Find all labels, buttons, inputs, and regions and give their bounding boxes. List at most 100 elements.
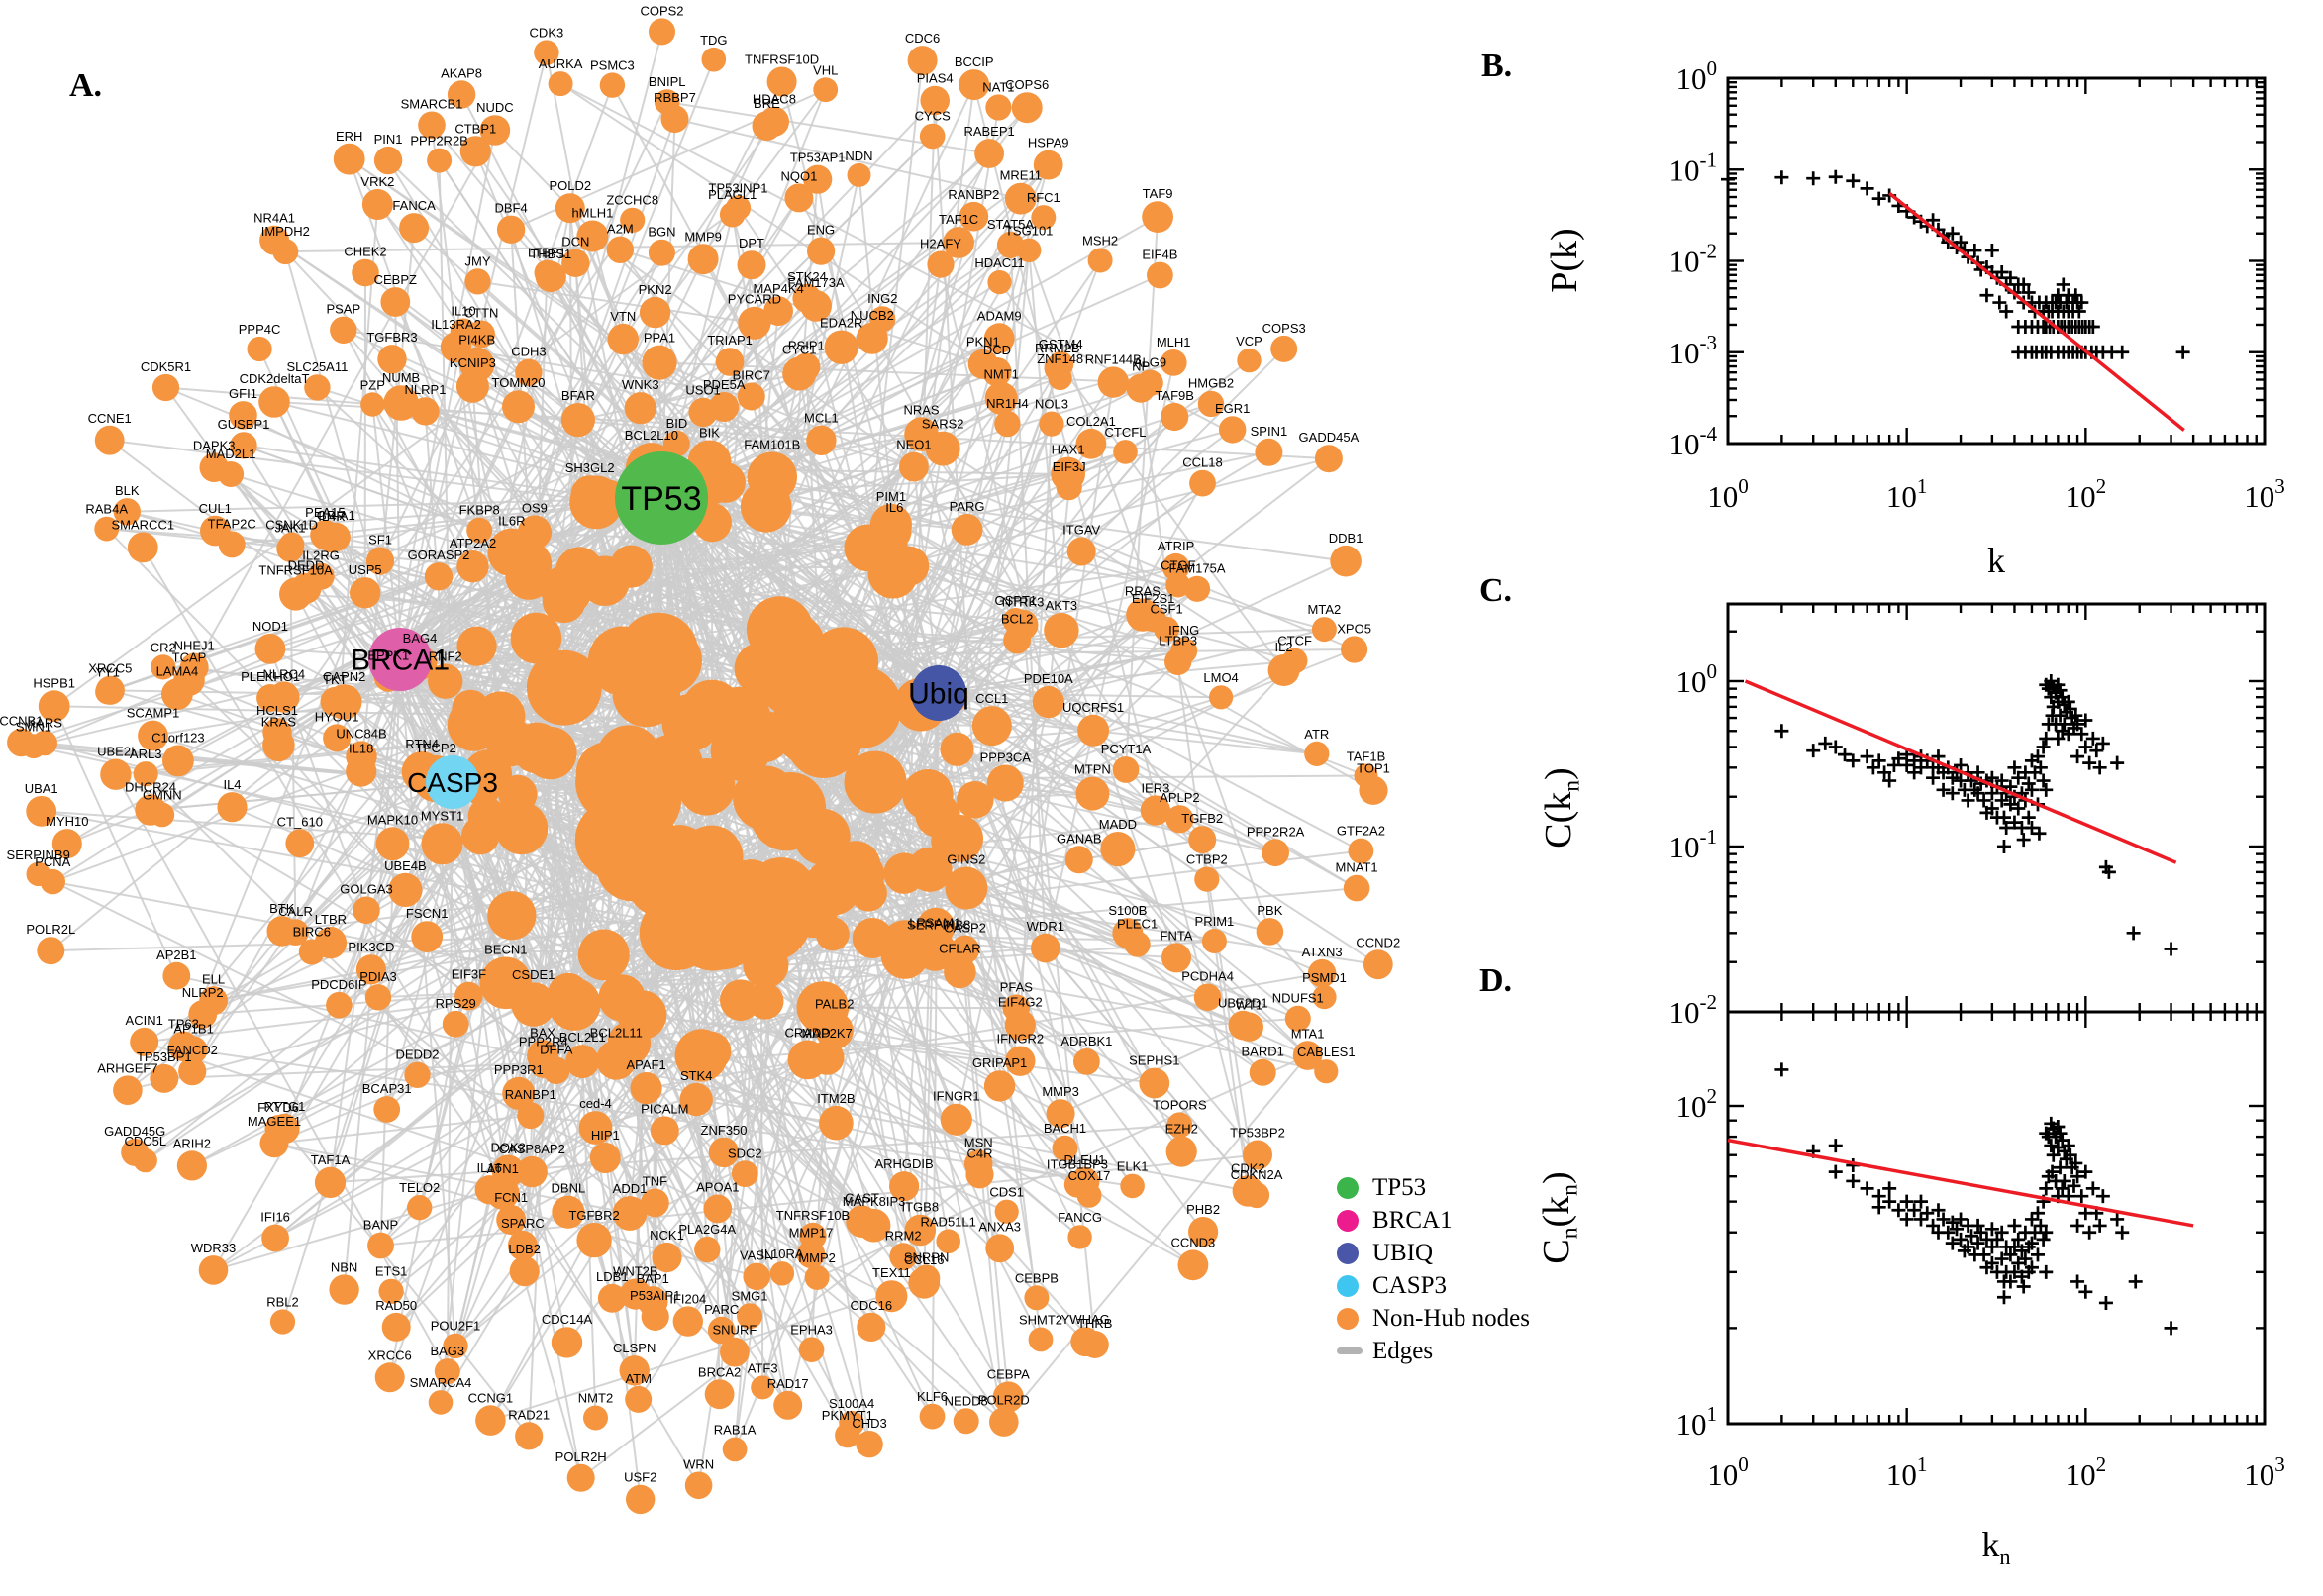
- network-node: [904, 417, 939, 451]
- scatter-point: [2003, 1247, 2018, 1262]
- network-node-label: RRAS: [1125, 583, 1161, 598]
- network-node-label: POLD2: [549, 178, 591, 193]
- network-node: [455, 369, 489, 403]
- network-node-label: NR1H4: [986, 396, 1029, 411]
- network-node-label: NEDD8: [945, 1393, 988, 1408]
- scatter-point: [1954, 235, 1969, 249]
- network-node: [737, 382, 765, 411]
- network-node: [720, 1337, 750, 1367]
- network-node-label: ced-4: [579, 1096, 612, 1111]
- network-node: [40, 868, 65, 895]
- network-node-label: HSPA9: [1028, 136, 1069, 150]
- network-node: [548, 972, 589, 1014]
- network-node-label: COPS6: [1005, 77, 1049, 92]
- network-node: [1284, 1005, 1311, 1032]
- scatter-point: [2085, 731, 2100, 746]
- scatter-point: [1846, 753, 1861, 768]
- network-node: [612, 658, 680, 728]
- network-node-label: ADD1: [613, 1181, 648, 1196]
- network-node-label: APAF1: [626, 1057, 665, 1072]
- legend-item-label: Edges: [1372, 1337, 1434, 1364]
- network-node: [491, 1154, 525, 1188]
- scatter-point: [2046, 1147, 2061, 1162]
- network-edge: [21, 741, 454, 783]
- network-node-label: UQCRFS1: [1062, 700, 1124, 715]
- scatter-point: [1996, 810, 2011, 825]
- scatter-point: [1954, 1232, 1969, 1247]
- network-edge: [399, 497, 610, 660]
- network-node: [959, 69, 990, 101]
- scatter-point: [1891, 1203, 1906, 1218]
- network-node: [326, 684, 362, 720]
- network-node-label: VCP: [1236, 334, 1262, 349]
- network-node: [620, 207, 646, 233]
- network-node: [687, 244, 719, 275]
- axis-tick-label: 102: [2066, 1452, 2107, 1492]
- hub-node-tp53: [615, 451, 708, 545]
- scatter-point: [1936, 782, 1951, 797]
- network-node-label: PPP3R1: [494, 1062, 544, 1077]
- network-node-label: SMARCB1: [401, 97, 463, 112]
- network-node-label: SPARC: [501, 1216, 545, 1231]
- network-node-label: TGFB2: [1181, 811, 1223, 826]
- network-node: [799, 1222, 827, 1250]
- network-node-label: AP2B1: [156, 948, 196, 962]
- panel-label-a: A.: [69, 67, 103, 104]
- network-node: [813, 77, 839, 103]
- network-node: [824, 330, 858, 364]
- network-edge: [1083, 1180, 1194, 1266]
- panel-label-b: B.: [1481, 48, 1513, 84]
- scatter-point: [1774, 724, 1789, 739]
- network-node-label: EPPK1: [367, 648, 409, 663]
- scatter-point: [1926, 770, 1941, 785]
- network-node: [856, 322, 888, 354]
- network-node-label: BTK: [269, 901, 295, 916]
- axis-tick-label: 10-2: [1668, 240, 1717, 279]
- scatter-point: [2055, 1181, 2070, 1196]
- network-node-label: BCCIP: [955, 54, 994, 69]
- network-node: [1193, 983, 1222, 1012]
- network-node-label: GOLGA3: [340, 882, 392, 897]
- network-node-label: AKAP8: [441, 65, 482, 80]
- scatter-point: [2045, 1164, 2060, 1179]
- network-node: [798, 1337, 825, 1362]
- scatter-point: [2011, 801, 2026, 816]
- fit-line: [1744, 679, 2177, 864]
- network-node-label: ATR: [1304, 727, 1329, 742]
- network-node: [641, 1188, 669, 1218]
- scatter-point: [1882, 1194, 1897, 1209]
- scatter-points: [1721, 169, 2190, 359]
- scatter-point: [2164, 942, 2178, 956]
- network-node: [179, 652, 209, 682]
- network-node: [276, 535, 304, 562]
- scatter-point: [2070, 717, 2085, 732]
- network-node-label: IL4R: [318, 509, 345, 524]
- network-node-label: CCND3: [1171, 1235, 1216, 1249]
- scatter-point: [2039, 1181, 2054, 1196]
- network-node-label: CDK3: [530, 26, 564, 41]
- network-node-label: TSG101: [1005, 224, 1053, 239]
- network-node-label: ZNF148: [1037, 351, 1083, 366]
- scatter-point: [1871, 191, 1886, 206]
- scatter-point: [2070, 1169, 2085, 1184]
- network-node: [576, 220, 609, 252]
- network-node: [1056, 474, 1082, 501]
- scatter-point: [1968, 782, 1982, 797]
- network-node: [515, 1422, 544, 1450]
- network-node: [1046, 1099, 1075, 1129]
- scatter-point: [2092, 760, 2107, 775]
- scatter-point: [2078, 740, 2093, 754]
- network-node: [1028, 1327, 1054, 1352]
- scatter-point: [1954, 1212, 1969, 1227]
- network-node-label: RAD50: [375, 1298, 417, 1313]
- network-node-label: JMY: [465, 253, 491, 268]
- network-node-label: AURKA: [539, 56, 583, 71]
- network-edge: [1092, 729, 1358, 889]
- network-node-label: CTGF: [1161, 558, 1195, 573]
- network-edge: [399, 99, 936, 660]
- network-node-label: TAF9B: [1155, 388, 1194, 403]
- network-node-label: S100A4: [829, 1396, 874, 1411]
- network-node-label: MTA2: [1308, 602, 1342, 617]
- network-node-label: CDK5R1: [141, 359, 191, 374]
- network-node-label: MYST1: [421, 808, 463, 823]
